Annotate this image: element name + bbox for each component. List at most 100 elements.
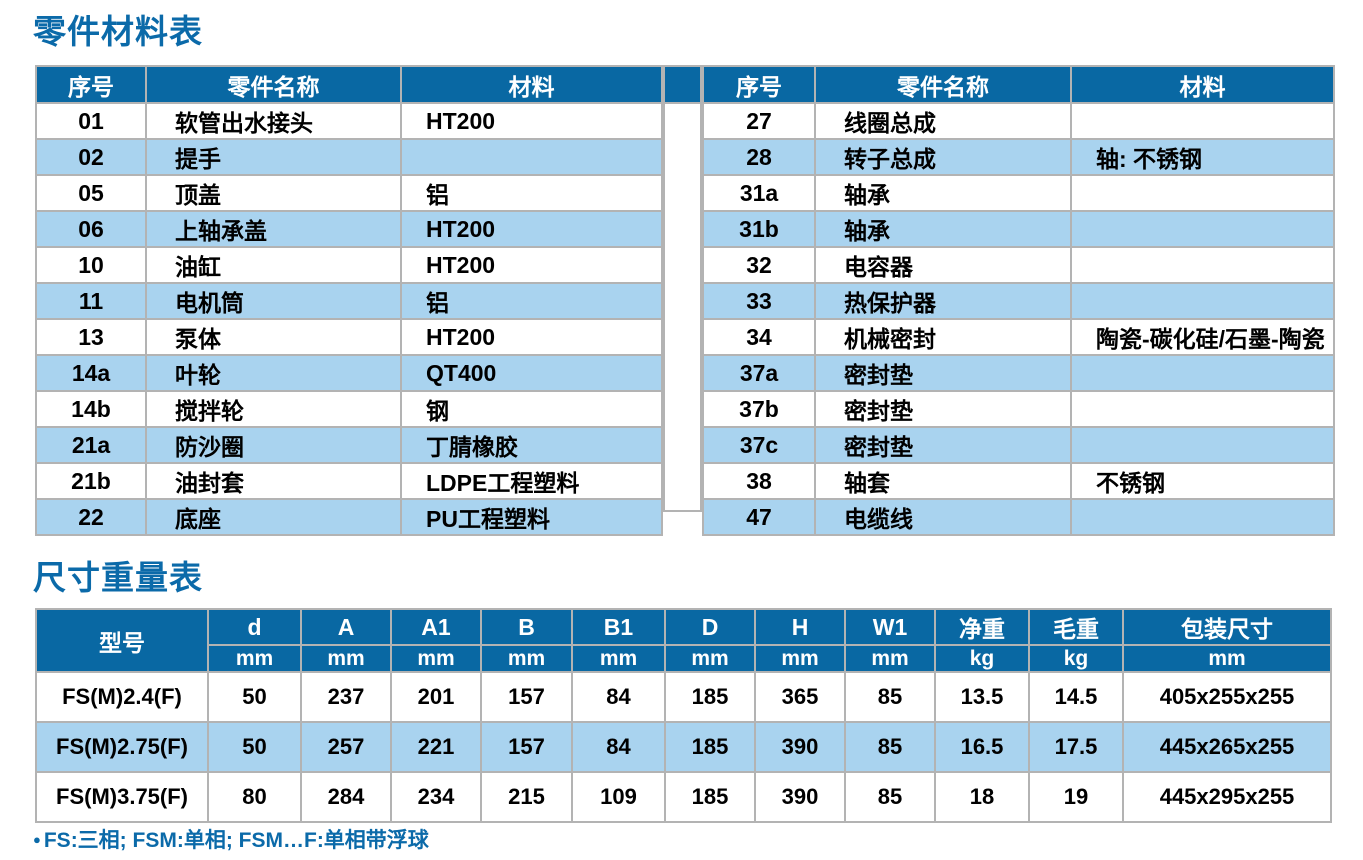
dims-value-cell: 445x265x255 — [1122, 721, 1332, 773]
dims-value-cell: 50 — [207, 721, 302, 773]
dims-col-label: D — [664, 608, 756, 646]
dims-col-unit: mm — [300, 644, 392, 673]
dims-value-cell: 18 — [934, 771, 1030, 823]
spacer-header-cell — [663, 65, 702, 104]
part-material-cell: HT200 — [400, 210, 663, 248]
parts-row: 31b 轴承 — [702, 210, 1335, 248]
part-material-cell — [1070, 498, 1335, 536]
dims-col-label: B1 — [571, 608, 666, 646]
parts-row: 28 转子总成 轴: 不锈钢 — [702, 138, 1335, 176]
parts-row: 01 软管出水接头 HT200 — [35, 102, 663, 140]
part-material-cell: LDPE工程塑料 — [400, 462, 663, 500]
dims-value-cell: 284 — [300, 771, 392, 823]
dims-col-unit: mm — [207, 644, 302, 673]
parts-row: 38 轴套 不锈钢 — [702, 462, 1335, 500]
part-name-cell: 上轴承盖 — [145, 210, 402, 248]
dims-value-cell: 257 — [300, 721, 392, 773]
parts-table-left: 序号 零件名称 材料 01 软管出水接头 HT200 02 提手 05 顶盖铝 06 上轴承盖 H… — [35, 65, 663, 536]
col-header-name: 零件名称 — [814, 65, 1072, 104]
dims-col-unit: kg — [1028, 644, 1124, 673]
parts-row: 27 线圈总成 — [702, 102, 1335, 140]
dims-value-cell: 185 — [664, 771, 756, 823]
parts-row: 21a 防沙圈 丁腈橡胶 — [35, 426, 663, 464]
part-material-cell — [400, 138, 663, 176]
part-name-cell: 泵体 — [145, 318, 402, 356]
part-no-cell: 32 — [702, 246, 816, 284]
dims-col-label: W1 — [844, 608, 936, 646]
part-material-cell: 轴: 不锈钢 — [1070, 138, 1335, 176]
parts-row: 13 泵体 HT200 — [35, 318, 663, 356]
part-name-cell: 叶轮 — [145, 354, 402, 392]
part-no-cell: 01 — [35, 102, 147, 140]
dims-value-cell: 221 — [390, 721, 482, 773]
dims-value-cell: 80 — [207, 771, 302, 823]
part-no-cell: 05 — [35, 174, 147, 212]
part-name-cell: 线圈总成 — [814, 102, 1072, 140]
dims-value-cell: 390 — [754, 721, 846, 773]
part-name-cell: 电缆线 — [814, 498, 1072, 536]
spacer-header-row — [663, 65, 702, 104]
dims-value-cell: 85 — [844, 771, 936, 823]
dims-value-cell: 157 — [480, 721, 573, 773]
dims-value-cell: 16.5 — [934, 721, 1030, 773]
part-no-cell: 10 — [35, 246, 147, 284]
part-name-cell: 转子总成 — [814, 138, 1072, 176]
dims-value-cell: 84 — [571, 721, 666, 773]
dims-value-cell: 14.5 — [1028, 671, 1124, 723]
dims-col-label: d — [207, 608, 302, 646]
part-material-cell: HT200 — [400, 246, 663, 284]
dims-model-cell: FS(M)3.75(F) — [35, 771, 209, 823]
parts-header-row: 序号 零件名称 材料 — [702, 65, 1335, 104]
parts-row: 31a 轴承 — [702, 174, 1335, 212]
part-material-cell — [1070, 282, 1335, 320]
part-material-cell: HT200 — [400, 102, 663, 140]
dims-value-cell: 237 — [300, 671, 392, 723]
dims-value-cell: 50 — [207, 671, 302, 723]
dims-value-cell: 445x295x255 — [1122, 771, 1332, 823]
parts-row: 21b 油封套 LDPE工程塑料 — [35, 462, 663, 500]
part-no-cell: 38 — [702, 462, 816, 500]
parts-tables-container: 序号 零件名称 材料 01 软管出水接头 HT200 02 提手 05 顶盖铝 06 上轴承盖 H… — [35, 65, 1335, 536]
dims-col-unit: mm — [571, 644, 666, 673]
part-material-cell: 不锈钢 — [1070, 462, 1335, 500]
parts-row: 22 底座 PU工程塑料 — [35, 498, 663, 536]
dims-value-cell: 17.5 — [1028, 721, 1124, 773]
parts-row: 11 电机筒铝 — [35, 282, 663, 320]
part-name-cell: 机械密封 — [814, 318, 1072, 356]
part-material-cell — [1070, 174, 1335, 212]
dims-col-label: A1 — [390, 608, 482, 646]
parts-materials-title: 零件材料表 — [33, 13, 203, 50]
part-no-cell: 33 — [702, 282, 816, 320]
part-no-cell: 13 — [35, 318, 147, 356]
dims-value-cell: 185 — [664, 671, 756, 723]
part-name-cell: 轴承 — [814, 210, 1072, 248]
col-header-material: 材料 — [400, 65, 663, 104]
part-no-cell: 28 — [702, 138, 816, 176]
part-name-cell: 软管出水接头 — [145, 102, 402, 140]
part-no-cell: 02 — [35, 138, 147, 176]
dims-value-cell: 19 — [1028, 771, 1124, 823]
part-material-cell: 铝 — [400, 174, 663, 212]
parts-row: 14a 叶轮 QT400 — [35, 354, 663, 392]
col-header-name: 零件名称 — [145, 65, 402, 104]
dims-row: FS(M)3.75(F) 80 284 234 215 109 185 390 85 18 19 44… — [35, 771, 1332, 823]
dims-header-row-units: mm mm mm mm mm mm mm mm kg kg mm — [36, 644, 1332, 673]
spacer-column — [663, 65, 702, 512]
dims-col-unit: mm — [390, 644, 482, 673]
parts-table-right: 序号 零件名称 材料 27 线圈总成 28 转子总成 轴: 不锈钢 31a 轴承 31b 轴承 3… — [702, 65, 1335, 536]
part-material-cell — [1070, 210, 1335, 248]
dimensions-weight-title: 尺寸重量表 — [33, 559, 203, 596]
parts-row: 37c 密封垫 — [702, 426, 1335, 464]
dims-row: FS(M)2.4(F) 50 237 201 157 84 185 365 85 13.5 14.5… — [35, 671, 1332, 723]
parts-row: 14b 搅拌轮钢 — [35, 390, 663, 428]
part-material-cell: 丁腈橡胶 — [400, 426, 663, 464]
part-material-cell: QT400 — [400, 354, 663, 392]
part-no-cell: 06 — [35, 210, 147, 248]
part-name-cell: 提手 — [145, 138, 402, 176]
dims-header-row-labels: 型号 d A A1 B B1 D H W1 净重 毛重 包装尺寸 — [35, 608, 1332, 673]
dims-value-cell: 109 — [571, 771, 666, 823]
part-material-cell — [1070, 246, 1335, 284]
dims-value-cell: 365 — [754, 671, 846, 723]
part-name-cell: 油缸 — [145, 246, 402, 284]
